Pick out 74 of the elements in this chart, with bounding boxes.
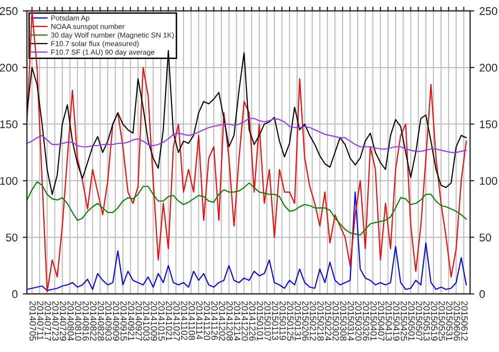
x-tick-label: 20141226 (249, 301, 256, 341)
x-tick-label: 20150206 (302, 301, 309, 341)
x-tick-label: 20150401 (370, 301, 377, 341)
y2-tick-label: 0 (480, 290, 485, 298)
x-tick-label: 20140717 (44, 301, 52, 341)
x-tick-label: 20150501 (408, 301, 415, 341)
x-tick-label: 20150125 (287, 301, 294, 341)
x-tick-label: 20141108 (188, 301, 196, 340)
x-tick-label: 20150326 (362, 301, 370, 341)
x-tick-label: 20150413 (386, 301, 392, 341)
y-tick-label: 250 (0, 7, 18, 16)
y2-tick-label: 250 (480, 7, 498, 16)
x-tick-label: 20150224 (324, 301, 332, 341)
x-tick-label: 20141009 (150, 301, 158, 341)
x-tick-label: 20140711 (37, 301, 44, 340)
y2-tick-label: 200 (480, 64, 498, 72)
x-tick-label: 20140921 (128, 301, 134, 341)
y-tick-label: 50 (6, 234, 18, 242)
y-tick-label: 0 (12, 290, 18, 298)
x-tick-label: 20141208 (226, 301, 233, 341)
x-tick-label: 20150119 (280, 301, 286, 340)
y-tick-label: 200 (0, 64, 18, 72)
x-tick-label: 20150107 (264, 301, 271, 341)
x-tick-label: 20150519 (431, 301, 438, 341)
x-tick-label: 20150531 (446, 301, 453, 341)
x-tick-label: 20150218 (317, 301, 324, 341)
y2-tick-label: 50 (480, 234, 492, 242)
x-tick-label: 20141102 (181, 301, 188, 340)
x-tick-label: 20150507 (416, 301, 422, 341)
x-tick-label: 20141015 (158, 301, 165, 341)
y-tick-label: 100 (0, 176, 18, 185)
x-tick-label: 20141126 (211, 301, 218, 340)
x-tick-label: 20140903 (105, 301, 112, 341)
x-tick-label: 20150425 (400, 301, 408, 341)
x-tick-label: 20141021 (166, 301, 172, 341)
x-tick-label: 20141202 (218, 301, 226, 341)
x-tick-label: 20150407 (378, 301, 384, 341)
y-tick-label: 150 (0, 120, 18, 128)
x-tick-label: 20150113 (272, 301, 278, 340)
x-tick-label: 20140828 (98, 301, 104, 341)
x-tick-label: 20141027 (173, 301, 180, 341)
x-tick-label: 20140729 (60, 301, 66, 341)
line-series (26, 191, 467, 292)
x-tick-label: 20140909 (112, 301, 120, 341)
x-tick-label: 20150513 (423, 301, 430, 341)
line-series (26, 10, 467, 292)
x-tick-label: 20140915 (120, 301, 127, 341)
x-tick-label: 20150419 (393, 301, 400, 341)
x-tick-label: 20141114 (196, 301, 203, 340)
x-tick-label: 20150606 (454, 301, 460, 341)
x-tick-label: 20140804 (67, 301, 74, 341)
y2-tick-label: 100 (480, 176, 498, 185)
x-tick-label: 20141003 (143, 301, 150, 341)
x-tick-label: 20141120 (204, 301, 210, 340)
x-tick-label: 20141220 (242, 301, 248, 341)
line-series (26, 181, 467, 236)
x-tick-label: 20150302 (332, 301, 339, 341)
x-tick-label: 20140822 (90, 301, 97, 341)
x-tick-label: 20150308 (340, 301, 347, 341)
line-series (26, 118, 467, 153)
x-tick-label: 20140816 (82, 301, 89, 341)
x-tick-label: 20150320 (355, 301, 362, 341)
x-tick-label: 20150131 (294, 301, 302, 341)
x-tick-label: 20140723 (52, 301, 59, 341)
y2-tick-label: 150 (480, 120, 498, 128)
x-tick-label: 20150612 (461, 301, 468, 341)
x-tick-label: 20150314 (348, 301, 354, 341)
x-tick-label: 20141214 (234, 301, 240, 341)
x-tick-label: 20140810 (75, 301, 82, 341)
x-tick-label: 20150101 (256, 301, 264, 341)
x-tick-label: 20150525 (438, 301, 445, 341)
x-tick-label: 20140705 (30, 301, 36, 341)
x-tick-label: 20150212 (310, 301, 316, 341)
x-tick-label: 20140927 (136, 301, 142, 341)
